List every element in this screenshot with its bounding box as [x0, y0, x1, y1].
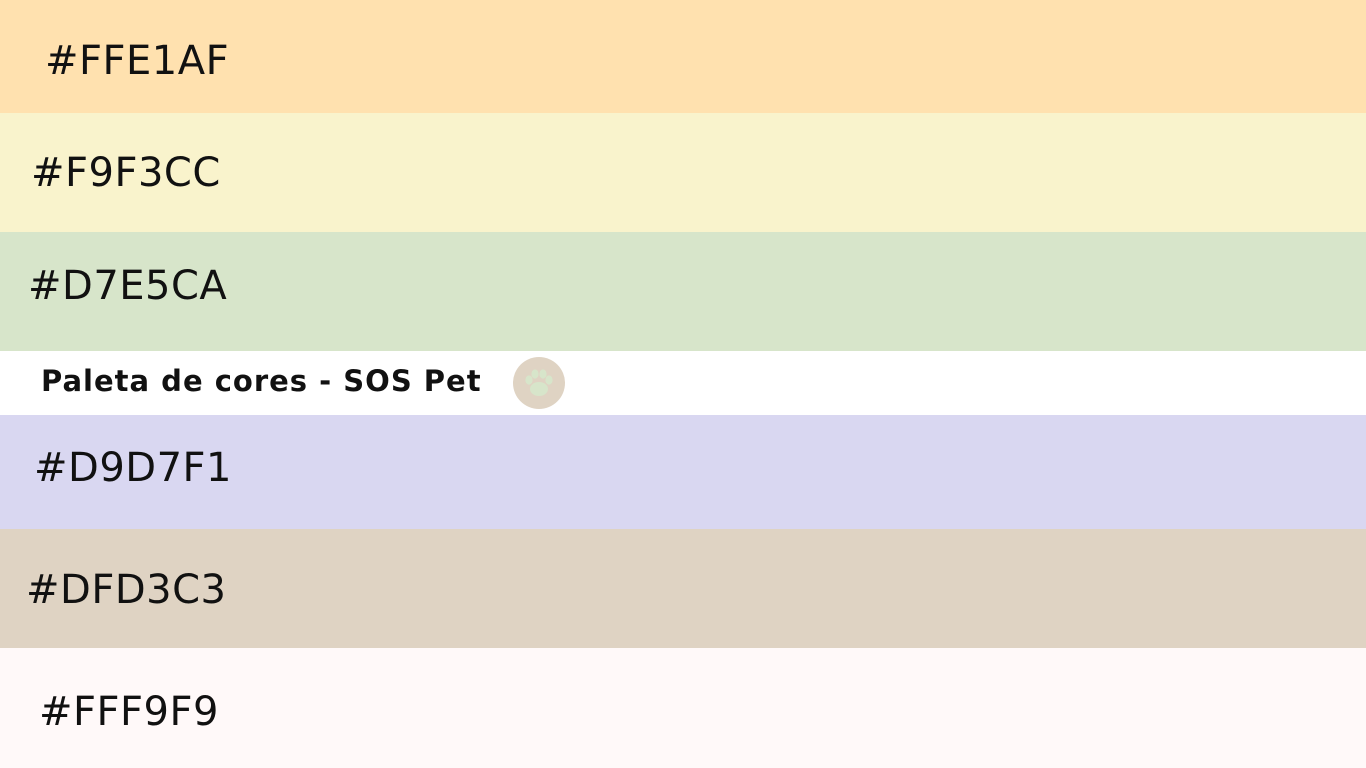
paw-icon	[513, 357, 565, 409]
swatch-label: #FFE1AF	[45, 38, 230, 84]
swatch-label: #D7E5CA	[28, 263, 228, 309]
swatch-label: #D9D7F1	[34, 445, 232, 491]
swatch-label: #DFD3C3	[26, 567, 227, 613]
swatch-band	[0, 0, 1366, 113]
swatch-label: #F9F3CC	[31, 150, 221, 196]
title-row	[0, 351, 1366, 415]
page-title: Paleta de cores - SOS Pet	[41, 364, 482, 398]
swatch-band	[0, 113, 1366, 232]
swatch-band	[0, 415, 1366, 529]
swatch-band	[0, 529, 1366, 648]
swatch-band	[0, 232, 1366, 351]
swatch-band	[0, 648, 1366, 768]
swatch-label: #FFF9F9	[39, 689, 219, 735]
